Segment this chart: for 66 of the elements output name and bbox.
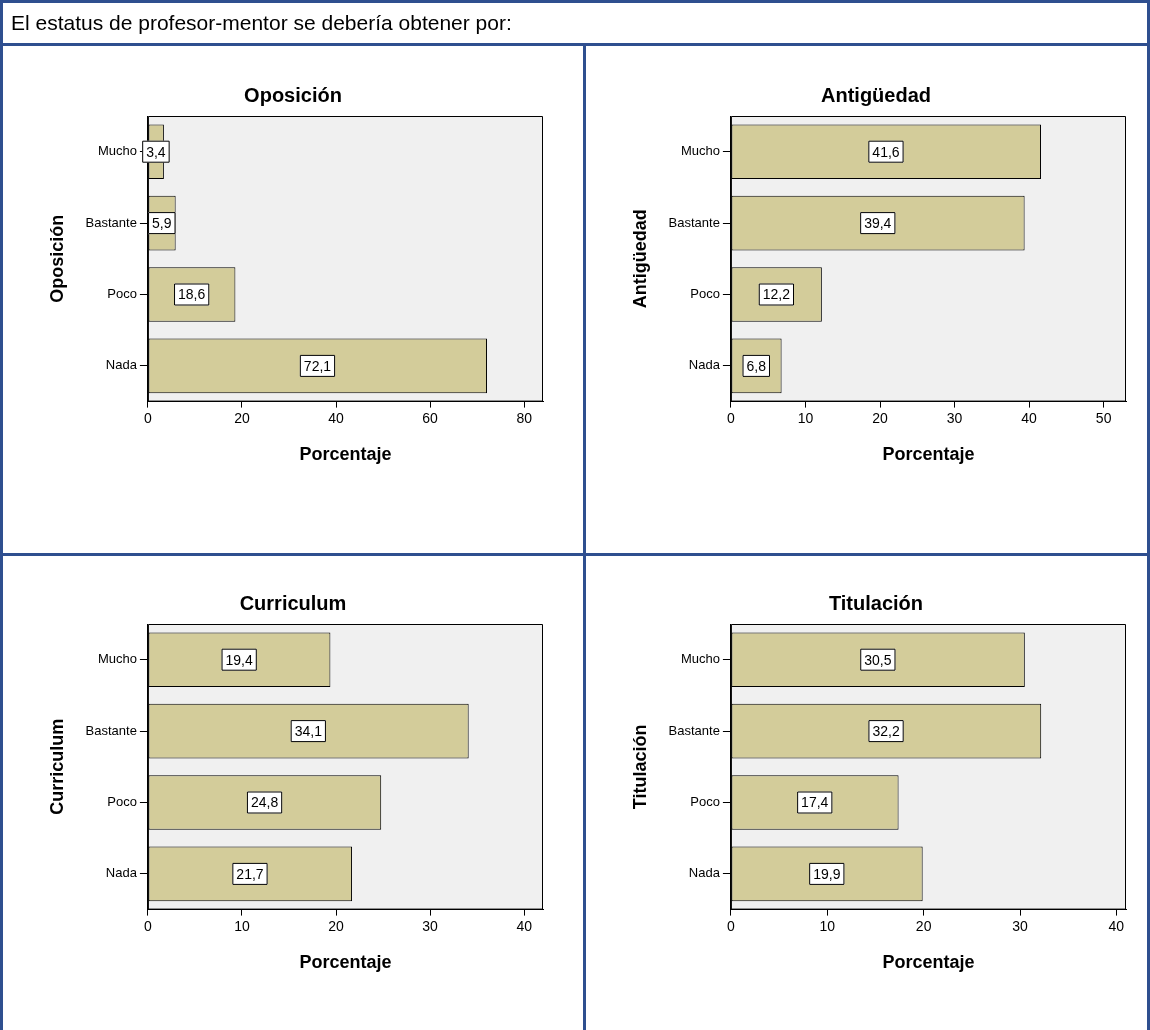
x-tick-label: 40 <box>516 917 533 934</box>
x-axis-title: Porcentaje <box>882 444 975 465</box>
y-tick-label: Poco <box>690 286 720 302</box>
text: El estatus de profesor-mentor se debería obtener por: <box>0 0 1150 46</box>
y-tick-label: Bastante <box>85 214 137 230</box>
x-tick-label: 40 <box>328 409 345 426</box>
data-label: 24,8 <box>250 794 279 811</box>
y-tick-label: Bastante <box>668 214 720 230</box>
y-tick-label: Mucho <box>97 143 137 159</box>
x-tick-label: 50 <box>1095 409 1112 426</box>
x-tick-label: 30 <box>1012 917 1028 934</box>
data-label: 34,1 <box>294 722 323 739</box>
y-axis-title: Antigüedad <box>629 209 650 309</box>
chart-title: Curriculum <box>239 591 347 614</box>
data-label: 19,9 <box>813 865 841 882</box>
y-tick-label: Poco <box>107 286 137 302</box>
x-tick-label: 20 <box>915 917 932 934</box>
x-tick-label: 10 <box>819 917 836 934</box>
data-label: 41,6 <box>872 143 900 160</box>
y-axis-title: Curriculum <box>46 718 67 815</box>
x-tick-label: 0 <box>727 409 736 426</box>
x-axis-title: Porcentaje <box>299 952 392 973</box>
data-label: 30,5 <box>864 651 892 668</box>
x-tick-label: 10 <box>234 917 250 934</box>
data-label: 12,2 <box>762 286 791 303</box>
data-label: 32,2 <box>872 722 900 739</box>
x-tick-label: 20 <box>234 409 250 426</box>
data-label: 3,4 <box>146 143 166 160</box>
y-tick-label: Poco <box>107 794 137 810</box>
data-label: 18,6 <box>178 286 206 303</box>
data-label: 72,1 <box>303 357 332 374</box>
data-label: 6,8 <box>746 357 767 374</box>
x-tick-label: 20 <box>872 409 888 426</box>
x-tick-label: 40 <box>1108 917 1125 934</box>
x-tick-label: 30 <box>946 409 963 426</box>
y-tick-label: Nada <box>688 865 721 881</box>
x-tick-label: 60 <box>422 409 439 426</box>
x-axis-title: Porcentaje <box>299 444 392 465</box>
x-tick-label: 10 <box>797 409 814 426</box>
y-tick-label: Bastante <box>668 722 720 738</box>
y-tick-label: Nada <box>105 865 138 881</box>
x-tick-label: 20 <box>328 917 345 934</box>
y-tick-label: Mucho <box>97 651 137 667</box>
data-label: 19,4 <box>225 651 253 668</box>
x-tick-label: 80 <box>516 409 533 426</box>
y-axis-title: Oposición <box>46 214 67 303</box>
y-tick-label: Poco <box>690 794 720 810</box>
data-label: 5,9 <box>152 214 172 231</box>
y-tick-label: Nada <box>688 357 721 373</box>
x-tick-label: 0 <box>144 409 153 426</box>
data-label: 17,4 <box>801 794 829 811</box>
chart-title: Titulación <box>828 591 924 614</box>
data-label: 21,7 <box>236 865 264 882</box>
x-tick-label: 30 <box>422 917 439 934</box>
data-label: 39,4 <box>864 214 892 231</box>
y-tick-label: Bastante <box>85 722 137 738</box>
y-tick-label: Mucho <box>680 143 720 159</box>
x-tick-label: 0 <box>144 917 153 934</box>
y-tick-label: Mucho <box>680 651 720 667</box>
chart-title: Antigüedad <box>821 83 931 106</box>
x-tick-label: 40 <box>1021 409 1038 426</box>
x-tick-label: 0 <box>727 917 736 934</box>
y-tick-label: Nada <box>105 357 138 373</box>
chart-title: Oposición <box>244 83 342 106</box>
y-axis-title: Titulación <box>629 724 650 810</box>
x-axis-title: Porcentaje <box>882 952 975 973</box>
